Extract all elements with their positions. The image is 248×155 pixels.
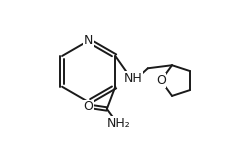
Text: NH: NH xyxy=(124,72,143,85)
Text: NH₂: NH₂ xyxy=(106,117,130,130)
Text: N: N xyxy=(84,34,93,47)
Text: O: O xyxy=(156,74,166,87)
Text: O: O xyxy=(83,100,93,113)
